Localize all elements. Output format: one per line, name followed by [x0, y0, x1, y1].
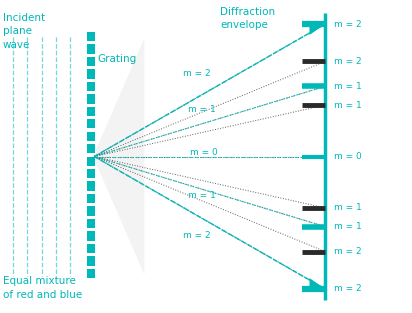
Bar: [87, 107, 95, 116]
Bar: [87, 169, 95, 178]
Polygon shape: [93, 38, 145, 275]
Text: m = 2: m = 2: [334, 20, 362, 28]
Text: m = 0: m = 0: [334, 152, 362, 161]
Text: m = 0: m = 0: [190, 148, 217, 157]
Bar: [87, 256, 95, 265]
Text: m = 2: m = 2: [183, 231, 211, 240]
Bar: [87, 206, 95, 216]
Bar: [87, 244, 95, 253]
Polygon shape: [309, 23, 325, 35]
Bar: [87, 219, 95, 228]
Bar: [87, 44, 95, 54]
Bar: [87, 57, 95, 66]
Bar: [87, 119, 95, 128]
Bar: [87, 269, 95, 278]
Bar: [87, 194, 95, 203]
Bar: [87, 82, 95, 91]
Text: m = 1: m = 1: [334, 82, 362, 91]
Bar: [87, 144, 95, 153]
Text: m = 2: m = 2: [334, 285, 362, 293]
Bar: [87, 182, 95, 191]
Text: Equal mixture
of red and blue: Equal mixture of red and blue: [3, 276, 82, 300]
Text: m = 1: m = 1: [334, 100, 362, 110]
Text: m = 1: m = 1: [334, 203, 362, 213]
Text: m = 1: m = 1: [187, 105, 215, 114]
Bar: [87, 131, 95, 141]
Bar: [87, 156, 95, 166]
Text: m = 1: m = 1: [334, 222, 362, 231]
Text: Diffraction
envelope: Diffraction envelope: [220, 7, 276, 30]
Text: Grating: Grating: [97, 54, 136, 64]
Bar: [87, 231, 95, 241]
Text: m = 2: m = 2: [183, 69, 211, 79]
Text: m = 2: m = 2: [334, 247, 362, 256]
Polygon shape: [309, 278, 325, 290]
Text: Incident
plane
wave: Incident plane wave: [3, 13, 45, 49]
Bar: [87, 32, 95, 41]
Text: m = 2: m = 2: [334, 57, 362, 66]
Bar: [87, 69, 95, 79]
Bar: [87, 94, 95, 104]
Text: m = 1: m = 1: [187, 191, 215, 200]
